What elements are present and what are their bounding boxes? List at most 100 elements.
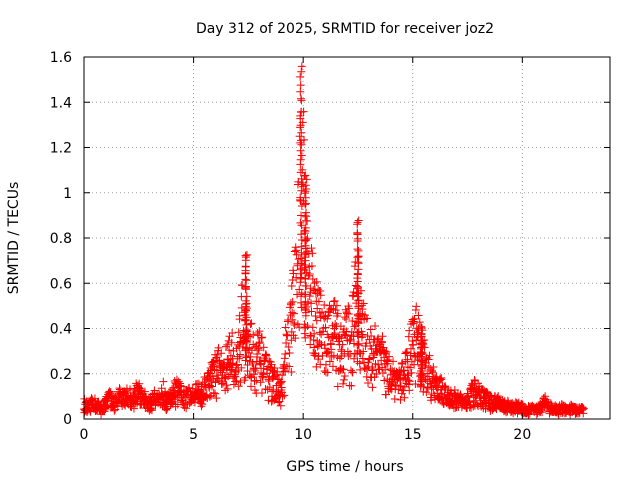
data-point <box>302 235 311 244</box>
data-point <box>232 360 241 369</box>
data-point <box>414 311 423 320</box>
data-point <box>415 318 424 327</box>
data-point <box>316 291 325 300</box>
data-point <box>418 338 427 347</box>
x-tick-label: 10 <box>294 427 312 443</box>
data-point <box>333 382 342 391</box>
data-point <box>353 277 362 286</box>
data-point <box>345 336 354 345</box>
data-point <box>255 327 264 336</box>
data-point <box>135 384 144 393</box>
data-point <box>321 360 330 369</box>
data-point <box>417 322 426 331</box>
data-point <box>296 111 305 120</box>
data-point <box>218 379 227 388</box>
data-point <box>242 292 251 301</box>
data-point <box>243 366 252 375</box>
data-point <box>353 218 362 227</box>
data-point <box>297 107 306 116</box>
chart-title: Day 312 of 2025, SRMTID for receiver joz… <box>196 21 494 37</box>
data-point <box>429 362 438 371</box>
data-point <box>353 228 362 237</box>
data-point <box>339 365 348 374</box>
data-point <box>389 357 398 366</box>
data-point <box>371 322 380 331</box>
data-point <box>313 342 322 351</box>
data-point <box>257 333 266 342</box>
data-point <box>343 309 351 318</box>
data-point <box>287 336 296 345</box>
data-point <box>290 320 299 329</box>
data-point <box>405 377 414 386</box>
data-point <box>198 400 207 409</box>
data-point <box>325 357 334 366</box>
data-point <box>313 304 322 313</box>
data-point <box>403 355 412 364</box>
data-point <box>301 200 310 209</box>
data-point <box>330 296 339 305</box>
data-point <box>297 242 306 251</box>
data-point <box>412 302 421 311</box>
data-point <box>308 323 317 332</box>
data-point <box>410 314 419 323</box>
data-point <box>253 350 262 359</box>
data-point <box>296 278 305 287</box>
data-point <box>227 365 236 374</box>
data-point <box>280 391 289 400</box>
data-point <box>234 382 243 391</box>
data-point <box>332 301 341 310</box>
data-point <box>297 202 306 211</box>
data-point <box>405 386 414 395</box>
data-point <box>300 229 309 238</box>
data-point <box>524 410 533 419</box>
data-point <box>385 352 394 361</box>
data-point <box>310 343 319 352</box>
data-point <box>297 96 306 105</box>
data-point <box>301 333 310 342</box>
data-point <box>305 269 314 278</box>
data-point <box>300 320 309 329</box>
data-point <box>296 254 305 263</box>
data-point <box>297 136 306 145</box>
data-point <box>297 288 306 297</box>
data-point <box>327 345 336 354</box>
data-point <box>296 146 305 155</box>
data-point <box>126 385 135 394</box>
data-point <box>246 320 255 329</box>
data-point <box>323 368 332 377</box>
data-point <box>162 405 171 414</box>
data-point <box>342 327 351 336</box>
data-point <box>418 363 427 372</box>
data-point <box>296 218 305 227</box>
data-point <box>242 276 251 285</box>
data-point <box>329 351 338 360</box>
data-point <box>302 208 311 217</box>
y-ticks: 0 0.2 0.4 0.6 0.8 1 1.2 1.4 1.6 <box>50 50 610 428</box>
data-point <box>359 347 368 356</box>
grid-layer <box>84 57 610 419</box>
data-point <box>314 352 323 361</box>
data-point <box>301 256 310 265</box>
data-point <box>285 362 294 371</box>
data-point <box>365 354 374 363</box>
data-point <box>289 309 298 318</box>
data-point <box>301 290 310 299</box>
data-point <box>396 395 405 404</box>
y-tick-label: 0.8 <box>50 231 72 247</box>
data-point <box>301 297 310 306</box>
data-point <box>353 284 362 293</box>
data-point <box>355 349 364 358</box>
data-point <box>302 306 311 315</box>
data-point <box>182 404 191 413</box>
data-point <box>288 297 297 306</box>
x-tick-label: 5 <box>189 427 198 443</box>
data-point <box>314 297 323 306</box>
data-point <box>289 269 298 278</box>
data-point <box>481 404 490 413</box>
data-point <box>359 299 368 308</box>
data-point <box>327 304 336 313</box>
x-tick-label: 15 <box>404 427 422 443</box>
data-point <box>406 344 415 353</box>
data-point <box>300 189 309 198</box>
data-point <box>297 128 306 137</box>
